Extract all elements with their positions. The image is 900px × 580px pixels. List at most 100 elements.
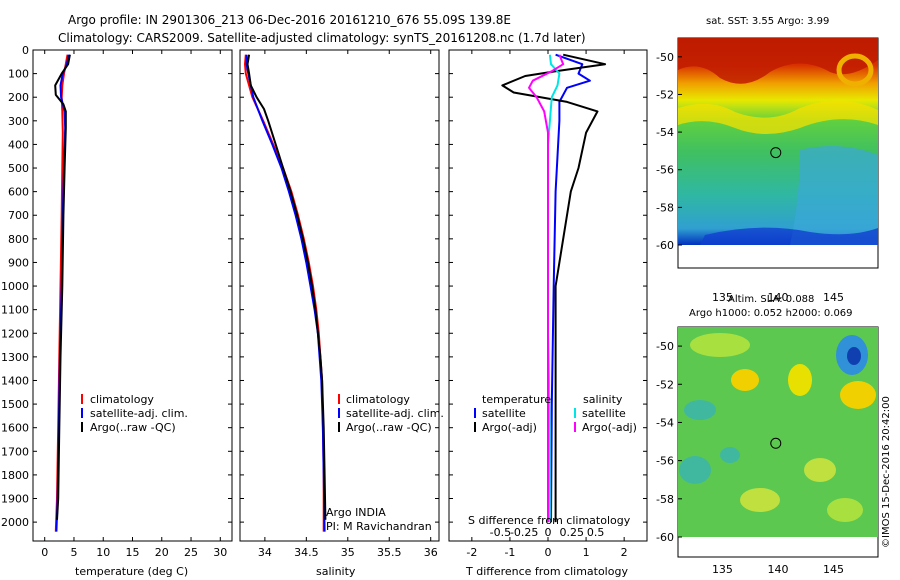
map-y-tick-label: -50 <box>656 340 674 353</box>
map-x-tick-label: 135 <box>712 563 733 576</box>
map-y-tick-label: -60 <box>656 531 674 544</box>
x-tick-label: 25 <box>184 546 198 559</box>
sst-map-panel: sat. SST: 3.55 Argo: 3.99 -50 -52 -54 -56 -5… <box>656 16 879 304</box>
x-tick-label: 34.5 <box>294 546 319 559</box>
y-tick-label: 1800 <box>1 469 29 482</box>
sla-eddy-6 <box>847 347 861 365</box>
sla-eddy-9 <box>740 488 780 512</box>
legend-label-argo: Argo(..raw -QC) <box>90 421 176 434</box>
salinity-panel: 34 34.5 35 35.5 36 salinity climatology sate… <box>239 49 444 578</box>
y-tick-label: 500 <box>8 162 29 175</box>
difference-xlabel: T difference from climatology <box>465 565 628 578</box>
legend-label-climatology: climatology <box>90 393 154 406</box>
sla-eddy-8 <box>679 456 711 484</box>
legend-label-s-satellite: satellite <box>582 407 626 420</box>
map-y-tick-label: -58 <box>656 493 674 506</box>
map-x-tick-label: 140 <box>768 563 789 576</box>
temperature-legend: climatology satellite-adj. clim. Argo(..… <box>81 393 188 434</box>
copyright-watermark: ©IMOS 15-Dec-2016 20:42:00 <box>881 396 892 548</box>
x2-tick-label: -0.5 <box>490 526 511 539</box>
legend-label-t-satellite: satellite <box>482 407 526 420</box>
series-line-s-argo-adj- <box>528 54 565 523</box>
sst-eddy-warm <box>836 53 874 87</box>
figure-title-line-1: Argo profile: IN 2901306_213 06-Dec-2016… <box>68 13 511 27</box>
legend-label-satellite: satellite-adj. clim. <box>90 407 188 420</box>
y-tick-label: 1700 <box>1 445 29 458</box>
sla-eddy-4 <box>840 381 876 409</box>
map-x-tick-label: 145 <box>823 291 844 304</box>
x-tick-label: 1 <box>583 546 590 559</box>
salinity-legend: climatology satellite-adj. clim. Argo(..… <box>338 393 444 434</box>
x-tick-label: 35 <box>341 546 355 559</box>
y-tick-label: 0 <box>22 44 29 57</box>
y-tick-label: 1200 <box>1 327 29 340</box>
y-tick-label: 2000 <box>1 516 29 529</box>
difference-panel: -2 -1 0 1 2 -0.5-0.25 0 0.25 0.5 S difference f… <box>448 49 648 578</box>
x-tick-label: 20 <box>155 546 169 559</box>
difference-legend: temperature salinity satellite Argo(-adj… <box>474 393 637 434</box>
difference-x2label: S difference from climatology <box>468 514 631 527</box>
map-y-tick-label: -52 <box>656 378 674 391</box>
sla-argo-location-marker <box>770 437 782 449</box>
x-tick-label: 36 <box>424 546 438 559</box>
sla-map-panel: Altim. SLA: 0.088 Argo h1000: 0.052 h200… <box>656 294 879 576</box>
x2-tick-label: -0.25 <box>510 526 538 539</box>
y-tick-label: 1300 <box>1 351 29 364</box>
salinity-plot-frame <box>239 49 440 542</box>
x-tick-label: 2 <box>621 546 628 559</box>
y-tick-label: 700 <box>8 209 29 222</box>
temperature-xlabel: temperature (deg C) <box>75 565 188 578</box>
y-tick-label: 1400 <box>1 374 29 387</box>
sla-eddy-7 <box>684 400 716 420</box>
float-owner-line-1: Argo INDIA <box>326 506 386 519</box>
legend-label-climatology: climatology <box>346 393 410 406</box>
legend-label-s-argo: Argo(-adj) <box>582 421 637 434</box>
sla-eddy-2 <box>731 369 759 391</box>
y-tick-label: 800 <box>8 233 29 246</box>
map-y-tick-label: -58 <box>656 201 674 214</box>
sla-eddy-10 <box>804 458 836 482</box>
legend-label-argo: Argo(..raw -QC) <box>346 421 432 434</box>
x2-tick-label: 0.25 <box>560 526 585 539</box>
sla-eddy-11 <box>827 498 863 522</box>
y-tick-label: 600 <box>8 186 29 199</box>
map-y-tick-label: -56 <box>656 455 674 468</box>
sst-front-yellow <box>678 100 878 134</box>
y-tick-label: 400 <box>8 138 29 151</box>
y-tick-label: 1900 <box>1 493 29 506</box>
y-tick-label: 1100 <box>1 304 29 317</box>
x2-tick-label: 0.5 <box>587 526 605 539</box>
y-tick-label: 200 <box>8 91 29 104</box>
x-tick-label: 0 <box>545 546 552 559</box>
map-y-tick-label: -54 <box>656 126 674 139</box>
float-owner-line-2: PI: M Ravichandran <box>326 520 432 533</box>
x-tick-label: -1 <box>504 546 515 559</box>
legend-label-t-argo: Argo(-adj) <box>482 421 537 434</box>
x-tick-label: 5 <box>70 546 77 559</box>
sla-eddy-12 <box>720 447 740 463</box>
sst-heatmap <box>678 38 878 245</box>
series-line-t-satellite <box>550 53 591 523</box>
map-y-tick-label: -60 <box>656 239 674 252</box>
sla-eddy-1 <box>690 333 750 357</box>
x-tick-label: 35.5 <box>377 546 402 559</box>
x-tick-label: 34 <box>258 546 272 559</box>
x2-tick-label: 0 <box>545 526 552 539</box>
x-tick-label: 30 <box>213 546 227 559</box>
map-x-tick-label: 140 <box>768 291 789 304</box>
figure-title-line-2: Climatology: CARS2009. Satellite-adjuste… <box>58 31 586 45</box>
sst-argo-location-marker <box>770 147 782 159</box>
map-x-tick-label: 135 <box>712 291 733 304</box>
series-line-t-argo-adj- <box>501 53 607 523</box>
series-line-argo-raw-qc- <box>246 54 327 520</box>
x-tick-label: 0 <box>41 546 48 559</box>
map-y-tick-label: -56 <box>656 164 674 177</box>
legend-title-salinity: salinity <box>583 393 623 406</box>
legend-label-satellite: satellite-adj. clim. <box>346 407 444 420</box>
map-y-tick-label: -54 <box>656 416 674 429</box>
x-tick-label: 15 <box>126 546 140 559</box>
y-tick-label: 1000 <box>1 280 29 293</box>
map-y-tick-label: -52 <box>656 88 674 101</box>
sst-front-warm <box>678 38 878 84</box>
